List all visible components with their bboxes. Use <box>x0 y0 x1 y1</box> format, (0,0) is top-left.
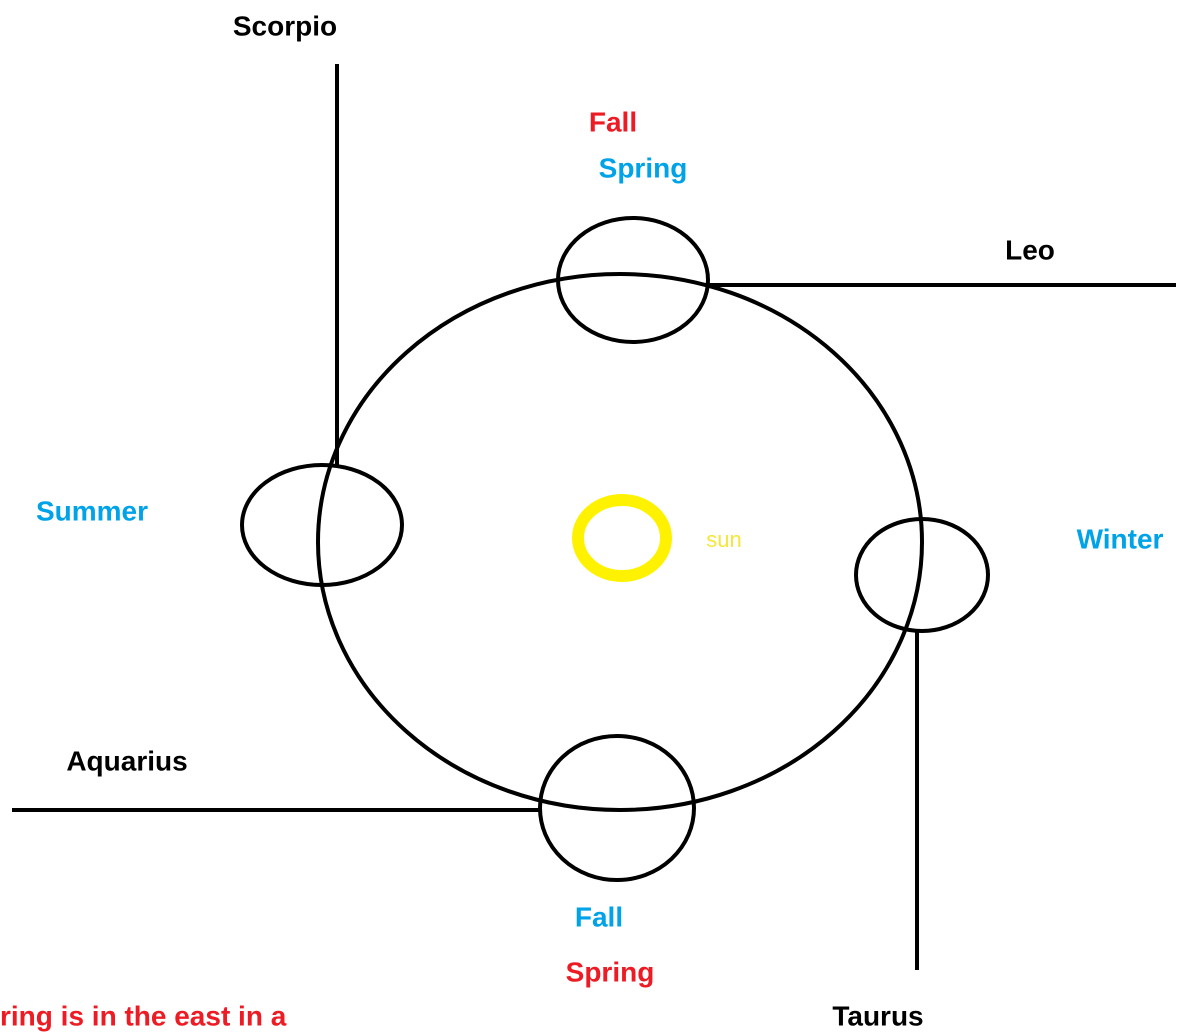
label-taurus: Taurus <box>832 1000 923 1031</box>
season-left: Summer <box>36 495 148 526</box>
note: ring is in the east in a <box>0 1000 287 1031</box>
season-bottom-red: Spring <box>566 956 655 987</box>
diagram: Scorpio Leo Aquarius Taurus Fall Spring … <box>0 0 1184 1033</box>
label-aquarius: Aquarius <box>66 745 187 776</box>
season-top-red: Fall <box>589 106 637 137</box>
label-scorpio: Scorpio <box>233 10 337 41</box>
season-top-blue: Spring <box>599 152 688 183</box>
label-leo: Leo <box>1005 234 1055 265</box>
season-right: Winter <box>1077 523 1164 554</box>
season-bottom-blue: Fall <box>575 901 623 932</box>
sun-label: sun <box>706 527 741 552</box>
